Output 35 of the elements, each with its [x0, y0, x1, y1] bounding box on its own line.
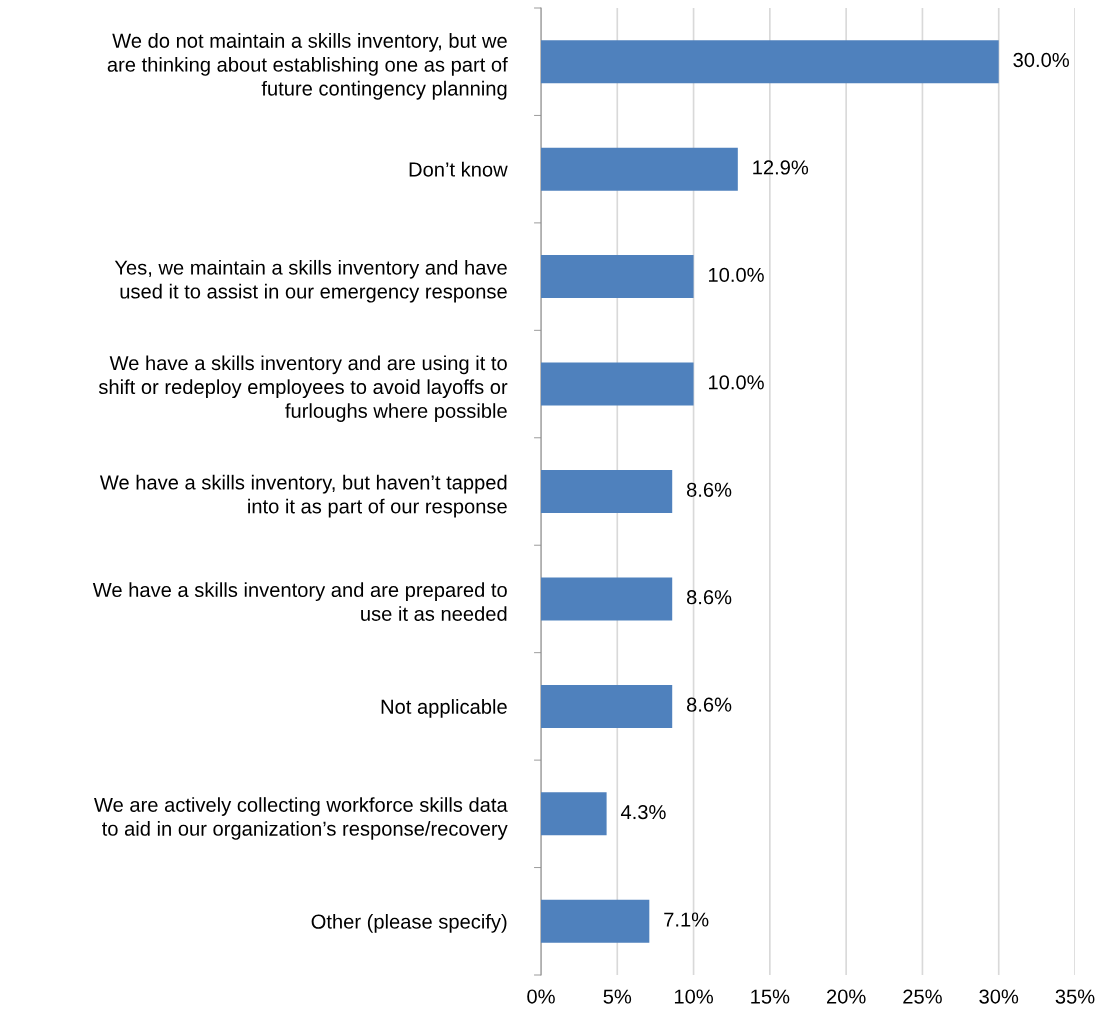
data-label: 4.3% [620, 804, 666, 820]
x-tick-label: 25% [903, 989, 942, 1004]
y-tick-label: We do not maintain a skills inventory, but we are thinking about establishing one as part of future contingency planning [107, 33, 508, 100]
bar [541, 40, 999, 84]
y-tick-label: We are actively collecting workforce skills data to aid in our organization’s response/recovery [94, 797, 508, 840]
data-label: 8.6% [686, 482, 732, 497]
bar [541, 470, 673, 513]
x-tick-label: 5% [603, 989, 632, 1004]
data-label: 30.0% [1013, 52, 1069, 68]
x-tick-label: 0% [527, 989, 555, 1004]
bar [541, 899, 650, 943]
y-tick-label: We have a skills inventory, but haven’t tapped into it as part of our response [99, 474, 507, 518]
bar [541, 684, 673, 728]
y-tick-label: Other (please specify) [311, 913, 507, 933]
data-label: 10.0% [709, 375, 764, 390]
x-tick-label: 30% [979, 989, 1019, 1004]
bar [541, 255, 694, 299]
data-label: 12.9% [753, 160, 809, 175]
bar [541, 792, 607, 836]
x-tick-label: 20% [827, 989, 866, 1004]
x-tick-label: 10% [674, 989, 714, 1004]
bar [541, 577, 673, 621]
y-tick-label: Don’t know [409, 161, 508, 177]
data-label: 8.6% [686, 590, 732, 605]
y-tick-label: Yes, we maintain a skills inventory and have used it to assist in our emergency response [114, 259, 507, 303]
bar [541, 147, 738, 191]
y-tick-label: We have a skills inventory and are using it to shift or redeploy employees to avoid layoffs or furloughs where possible [98, 355, 508, 422]
x-tick-label: 15% [751, 989, 790, 1004]
data-label: 8.6% [686, 697, 732, 712]
y-tick-label: We have a skills inventory and are prepared to use it as needed [92, 582, 507, 621]
data-label: 10.0% [709, 267, 764, 283]
bar [541, 362, 694, 406]
y-tick-label: Not applicable [381, 699, 507, 718]
x-tick-label: 35% [1055, 989, 1095, 1004]
data-label: 7.1% [664, 912, 709, 927]
